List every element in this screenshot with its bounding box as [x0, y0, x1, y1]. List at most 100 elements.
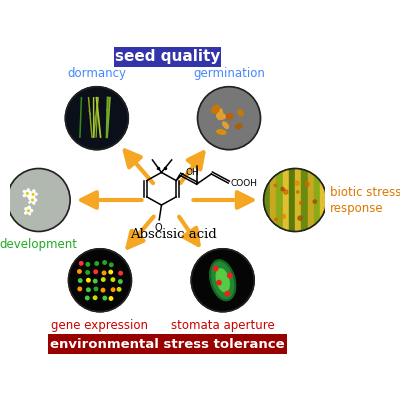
Ellipse shape: [217, 113, 225, 119]
Circle shape: [198, 87, 260, 150]
Circle shape: [78, 270, 81, 273]
Ellipse shape: [238, 110, 243, 116]
FancyBboxPatch shape: [114, 46, 221, 67]
Text: stomata aperture: stomata aperture: [171, 319, 274, 332]
Circle shape: [111, 278, 115, 281]
Text: O: O: [155, 223, 162, 233]
Circle shape: [296, 191, 299, 193]
Circle shape: [191, 249, 254, 312]
Ellipse shape: [217, 109, 222, 120]
Bar: [308, 168, 314, 232]
FancyBboxPatch shape: [48, 334, 287, 354]
Circle shape: [102, 278, 105, 281]
Ellipse shape: [33, 196, 35, 199]
Circle shape: [119, 272, 122, 275]
Circle shape: [264, 168, 326, 232]
Circle shape: [86, 296, 89, 300]
Circle shape: [117, 288, 121, 291]
Circle shape: [80, 262, 83, 265]
Ellipse shape: [212, 105, 220, 113]
Ellipse shape: [29, 195, 32, 198]
Ellipse shape: [34, 199, 37, 201]
Ellipse shape: [23, 194, 27, 196]
Circle shape: [109, 297, 113, 300]
Circle shape: [305, 182, 309, 186]
Bar: [270, 168, 276, 232]
Circle shape: [87, 288, 90, 292]
Ellipse shape: [32, 190, 35, 194]
Ellipse shape: [29, 200, 32, 203]
Circle shape: [103, 296, 106, 300]
Ellipse shape: [25, 211, 28, 214]
Ellipse shape: [25, 208, 28, 210]
Circle shape: [275, 218, 277, 221]
Ellipse shape: [27, 189, 29, 192]
Circle shape: [274, 184, 276, 187]
Circle shape: [191, 249, 254, 312]
Ellipse shape: [30, 210, 33, 212]
Circle shape: [214, 266, 218, 271]
Circle shape: [313, 200, 316, 203]
Circle shape: [94, 279, 97, 283]
Circle shape: [225, 291, 230, 296]
Bar: [289, 168, 295, 232]
Circle shape: [110, 263, 113, 266]
Circle shape: [68, 249, 132, 312]
Text: germination: germination: [193, 67, 265, 80]
Circle shape: [26, 193, 28, 194]
Bar: [264, 168, 270, 232]
Ellipse shape: [32, 201, 35, 204]
Ellipse shape: [223, 122, 228, 128]
Bar: [295, 168, 302, 232]
Ellipse shape: [236, 124, 242, 129]
Ellipse shape: [216, 269, 229, 292]
Circle shape: [87, 278, 90, 282]
Circle shape: [102, 271, 106, 275]
Circle shape: [86, 263, 90, 266]
Circle shape: [28, 210, 29, 212]
Ellipse shape: [28, 206, 30, 210]
Ellipse shape: [29, 197, 32, 200]
Bar: [282, 168, 289, 232]
Ellipse shape: [28, 195, 29, 197]
Circle shape: [217, 280, 221, 285]
Circle shape: [300, 202, 302, 204]
Text: COOH: COOH: [230, 178, 258, 188]
Bar: [320, 168, 326, 232]
Circle shape: [103, 261, 106, 264]
Text: gene expression: gene expression: [52, 319, 148, 332]
Circle shape: [282, 215, 286, 218]
Bar: [276, 168, 282, 232]
Circle shape: [7, 168, 70, 232]
Circle shape: [94, 287, 98, 291]
Circle shape: [93, 296, 97, 300]
Circle shape: [278, 219, 281, 221]
Circle shape: [111, 288, 115, 292]
Circle shape: [101, 288, 105, 292]
Circle shape: [65, 87, 128, 150]
Text: biotic stress
response: biotic stress response: [330, 186, 400, 214]
Text: OH: OH: [186, 168, 200, 177]
Circle shape: [295, 181, 299, 185]
Ellipse shape: [217, 130, 226, 134]
Ellipse shape: [226, 113, 233, 120]
Ellipse shape: [33, 196, 34, 199]
Circle shape: [298, 216, 302, 220]
Circle shape: [109, 270, 112, 274]
Ellipse shape: [28, 212, 30, 215]
Circle shape: [86, 271, 89, 274]
Ellipse shape: [28, 193, 32, 194]
Circle shape: [78, 279, 82, 282]
Circle shape: [281, 187, 284, 191]
Text: Abscisic acid: Abscisic acid: [130, 228, 217, 241]
Bar: [302, 168, 308, 232]
Bar: [314, 168, 320, 232]
Circle shape: [68, 249, 132, 312]
Circle shape: [228, 273, 232, 278]
Circle shape: [32, 194, 34, 195]
Text: seed quality: seed quality: [115, 49, 220, 64]
Circle shape: [32, 199, 33, 201]
Ellipse shape: [34, 193, 37, 195]
Text: development: development: [0, 238, 78, 251]
Circle shape: [119, 280, 122, 283]
